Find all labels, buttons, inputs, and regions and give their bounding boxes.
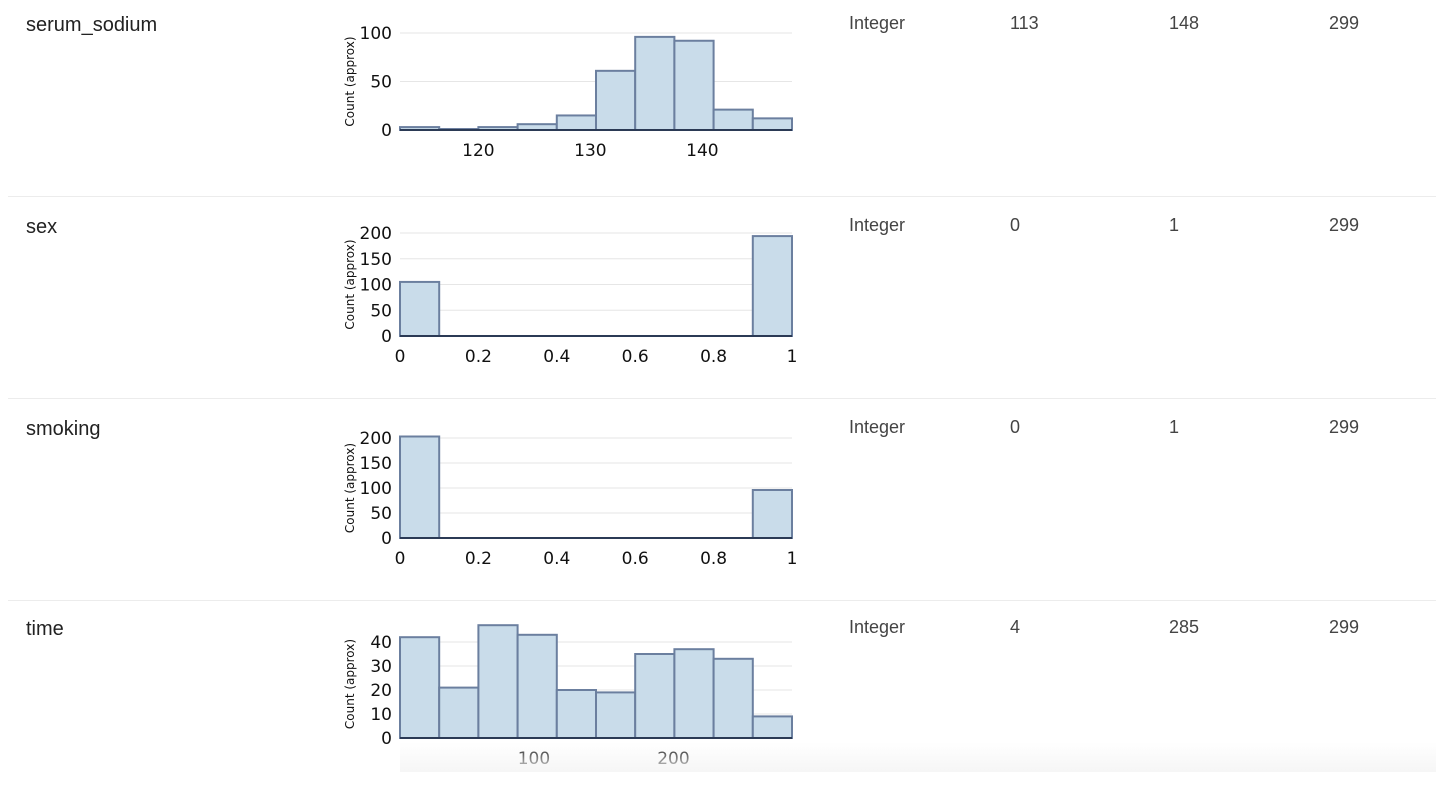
feature-type: Integer xyxy=(849,13,906,33)
histogram-bar xyxy=(751,117,793,132)
histogram-bar xyxy=(477,624,519,740)
feature-max: 1 xyxy=(1169,417,1180,437)
y-tick-label: 200 xyxy=(360,429,392,449)
feature-name: serum_sodium xyxy=(26,14,158,36)
y-tick-label: 0 xyxy=(381,327,392,347)
x-tick-label: 0.6 xyxy=(622,347,649,367)
histogram-bar xyxy=(555,114,598,131)
feature-row: sex 0 50 100 150 200 0 0.2 0.4 0.6 0.8 1 Count (app… xyxy=(8,198,1436,399)
histogram-bar xyxy=(555,689,598,739)
y-tick-label: 10 xyxy=(370,705,392,725)
y-tick-label: 100 xyxy=(360,276,392,296)
feature-max: 148 xyxy=(1169,13,1200,33)
y-axis-label: Count (approx) xyxy=(343,36,357,126)
histogram-chart: 0 50 100 120 130 140 Count (approx) xyxy=(328,0,808,181)
histogram-bar xyxy=(516,633,558,739)
x-tick-label: 0.8 xyxy=(700,347,727,367)
histogram-bar xyxy=(712,108,754,131)
feature-count: 299 xyxy=(1329,417,1360,437)
histogram-bar xyxy=(751,235,793,338)
histogram-bar xyxy=(595,69,637,131)
feature-min: 0 xyxy=(1010,417,1021,437)
histogram-chart: 0 50 100 150 200 0 0.2 0.4 0.6 0.8 1 Count (approx) xyxy=(328,198,808,383)
histogram-bar xyxy=(712,657,754,739)
feature-name: sex xyxy=(26,216,58,238)
feature-min: 4 xyxy=(1010,617,1021,637)
y-tick-label: 30 xyxy=(370,657,392,677)
feature-count: 299 xyxy=(1329,13,1360,33)
histogram-bar xyxy=(634,35,676,132)
histogram-bar xyxy=(399,435,441,539)
y-axis-label: Count (approx) xyxy=(343,239,357,329)
feature-min: 0 xyxy=(1010,215,1021,235)
feature-name: smoking xyxy=(26,418,101,440)
feature-row: serum_sodium 0 50 100 120 130 140 Count (appro… xyxy=(8,0,1436,197)
histogram-svg: 0 50 100 120 130 140 Count (approx) xyxy=(343,24,793,161)
x-tick-label: 130 xyxy=(574,141,606,161)
y-tick-label: 50 xyxy=(370,73,392,93)
x-tick-label: 0.2 xyxy=(465,549,492,569)
histogram-bar xyxy=(751,715,793,740)
feature-type: Integer xyxy=(849,617,906,637)
x-tick-label: 200 xyxy=(657,749,689,769)
y-tick-label: 0 xyxy=(381,121,392,141)
y-tick-label: 40 xyxy=(370,633,392,653)
x-tick-label: 1 xyxy=(787,347,798,367)
histogram-chart: 0 10 20 30 40 100 200 Count (approx) xyxy=(328,600,808,785)
histogram-bar xyxy=(634,653,676,739)
histogram-bar xyxy=(673,39,715,131)
y-tick-label: 50 xyxy=(370,504,392,524)
y-tick-label: 100 xyxy=(360,24,392,44)
histogram-chart: 0 50 100 150 200 0 0.2 0.4 0.6 0.8 1 Count (approx) xyxy=(328,400,808,585)
histogram-bar xyxy=(673,648,715,740)
feature-count: 299 xyxy=(1329,617,1360,637)
x-tick-label: 0.2 xyxy=(465,347,492,367)
x-tick-label: 0.6 xyxy=(622,549,649,569)
x-tick-label: 140 xyxy=(686,141,718,161)
histogram-bar xyxy=(399,636,441,740)
y-tick-label: 100 xyxy=(360,479,392,499)
y-tick-label: 150 xyxy=(360,454,392,474)
y-axis-label: Count (approx) xyxy=(343,443,357,533)
histogram-bar xyxy=(751,489,793,539)
x-tick-label: 120 xyxy=(462,141,494,161)
feature-count: 299 xyxy=(1329,215,1360,235)
y-tick-label: 0 xyxy=(381,729,392,749)
y-tick-label: 200 xyxy=(360,224,392,244)
feature-max: 1 xyxy=(1169,215,1180,235)
y-tick-label: 0 xyxy=(381,529,392,549)
feature-type: Integer xyxy=(849,215,906,235)
feature-min: 113 xyxy=(1010,13,1039,33)
histogram-svg: 0 50 100 150 200 0 0.2 0.4 0.6 0.8 1 Count (approx) xyxy=(343,224,798,367)
feature-type: Integer xyxy=(849,417,906,437)
histogram-bar xyxy=(399,280,441,338)
y-tick-label: 20 xyxy=(370,681,392,701)
feature-row: time 0 10 20 30 40 100 200 Count (approx) Integ… xyxy=(8,600,1436,800)
x-tick-label: 0 xyxy=(395,549,406,569)
x-tick-label: 0 xyxy=(395,347,406,367)
y-tick-label: 150 xyxy=(360,250,392,270)
feature-row: smoking 0 50 100 150 200 0 0.2 0.4 0.6 0.8 1 Count … xyxy=(8,400,1436,601)
histogram-bar xyxy=(595,691,637,739)
x-tick-label: 0.8 xyxy=(700,549,727,569)
feature-max: 285 xyxy=(1169,617,1200,637)
x-tick-label: 0.4 xyxy=(543,347,570,367)
histogram-bar xyxy=(438,686,480,739)
x-tick-label: 100 xyxy=(518,749,550,769)
y-axis-label: Count (approx) xyxy=(343,639,357,729)
y-tick-label: 50 xyxy=(370,301,392,321)
x-tick-label: 0.4 xyxy=(543,549,570,569)
feature-name: time xyxy=(26,618,64,640)
x-tick-label: 1 xyxy=(787,549,798,569)
histogram-svg: 0 50 100 150 200 0 0.2 0.4 0.6 0.8 1 Count (approx) xyxy=(343,429,798,569)
histogram-svg: 0 10 20 30 40 100 200 Count (approx) xyxy=(343,624,793,769)
